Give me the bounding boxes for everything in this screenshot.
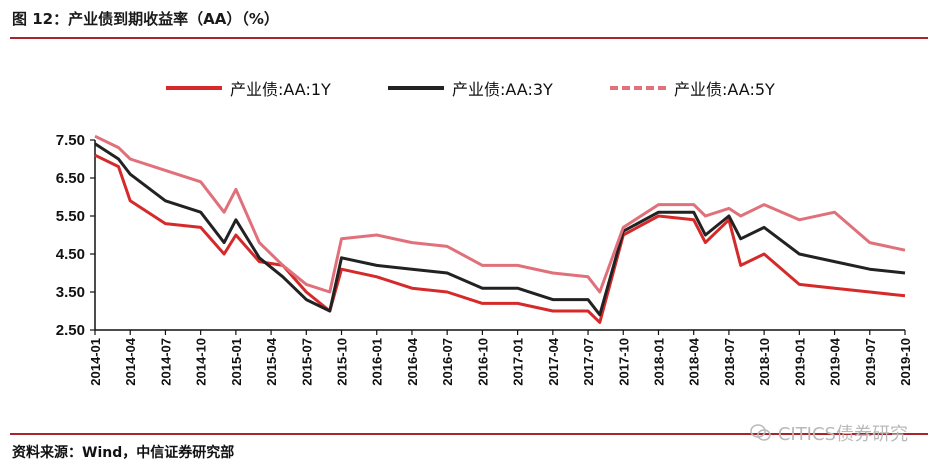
chart-legend: 产业债:AA:1Y 产业债:AA:3Y 产业债:AA:5Y [0,76,938,100]
x-tick-label: 2014-04 [123,337,138,385]
x-tick-label: 2017-10 [616,338,631,386]
x-tick-label: 2018-04 [687,337,702,385]
legend-item-aa-3y: 产业债:AA:3Y [388,76,553,100]
y-tick-label: 7.50 [56,132,85,149]
legend-swatch-aa-1y [166,86,222,90]
legend-label-aa-5y: 产业债:AA:5Y [674,80,775,99]
x-tick-label: 2019-04 [828,337,843,385]
wechat-icon [750,424,771,441]
x-tick-label: 2019-10 [898,338,913,386]
x-tick-label: 2016-10 [475,338,490,386]
y-tick-label: 6.50 [56,170,85,187]
series-line-3 [94,134,906,294]
x-tick-label: 2015-10 [335,338,350,386]
x-tick-label: 2014-10 [194,338,209,386]
legend-item-aa-1y: 产业债:AA:1Y [166,76,331,100]
source-note: 资料来源：Wind，中信证券研究部 [12,445,235,461]
y-tick-label: 5.50 [56,208,85,225]
title-divider [10,37,928,39]
x-tick-label: 2015-04 [264,337,279,385]
chart-axes [90,139,906,335]
x-tick-label: 2018-07 [722,338,737,386]
legend-label-aa-3y: 产业债:AA:3Y [452,80,553,99]
x-tick-label: 2016-07 [440,338,455,386]
x-tick-label: 2016-01 [370,338,385,386]
chart-series [94,134,906,324]
x-tick-label: 2017-07 [581,338,596,386]
legend-item-aa-5y: 产业债:AA:5Y [610,76,775,100]
page-title: 图 12：产业债到期收益率（AA）（%） [12,10,279,28]
series-line-2 [94,142,906,317]
x-tick-label: 2019-07 [863,338,878,386]
legend-swatch-aa-3y [388,86,444,90]
series-line-1 [94,153,906,324]
x-tick-label: 2019-01 [792,338,807,386]
x-tick-label: 2018-10 [757,338,772,386]
watermark: CITICS债券研究 [750,420,908,446]
legend-label-aa-1y: 产业债:AA:1Y [230,80,331,99]
x-tick-label: 2016-04 [405,337,420,385]
legend-swatch-aa-5y [610,86,666,90]
y-tick-label: 3.50 [56,284,85,301]
x-tick-label: 2017-01 [511,338,526,386]
footer-divider [10,433,928,435]
watermark-text: CITICS债券研究 [777,424,908,445]
y-tick-labels: 7.50 6.50 5.50 4.50 3.50 2.50 [56,132,85,339]
y-tick-label: 4.50 [56,246,85,263]
x-tick-label: 2018-01 [651,338,666,386]
x-tick-label: 2015-01 [229,338,244,386]
x-tick-label: 2017-04 [546,337,561,385]
x-tick-label: 2015-07 [299,338,314,386]
x-tick-labels: 2014-01 2014-04 2014-07 2014-10 2015-01 2015-… [88,337,913,385]
x-tick-label: 2014-01 [88,338,103,386]
x-tick-label: 2014-07 [158,338,173,386]
y-tick-label: 2.50 [56,322,85,339]
